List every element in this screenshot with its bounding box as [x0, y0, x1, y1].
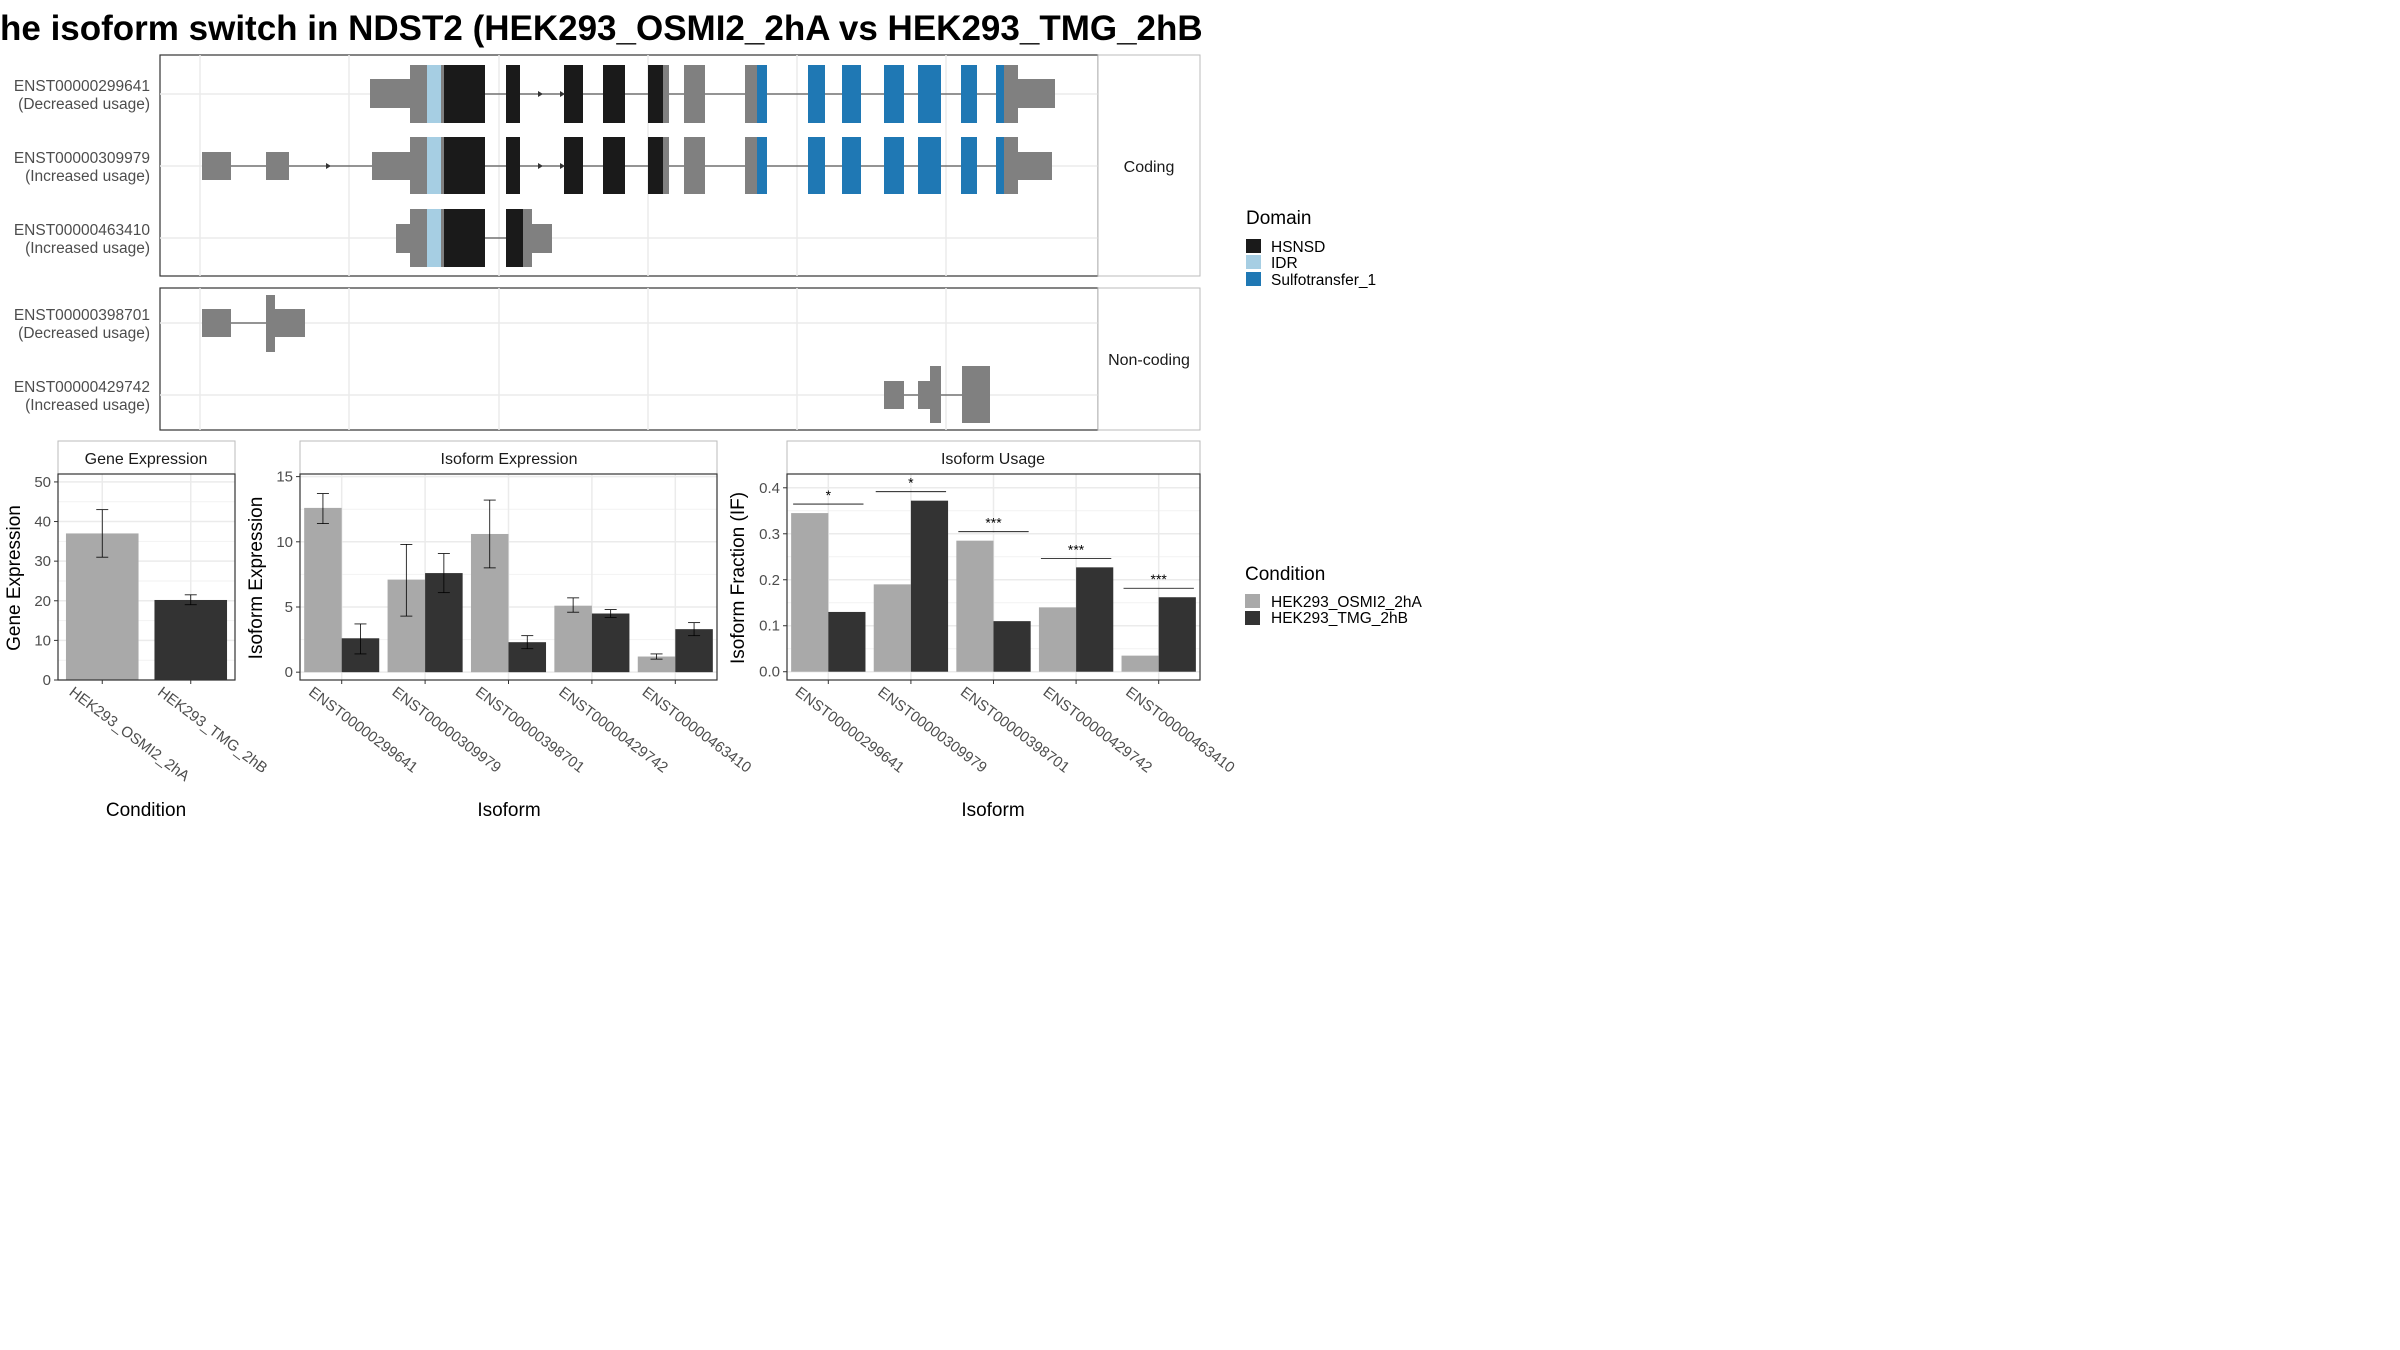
transcript-label-id: ENST00000299641 — [14, 78, 150, 95]
significance-label: *** — [985, 515, 1002, 531]
legend-swatch-sulfotransfer — [1246, 272, 1261, 286]
bar — [873, 584, 911, 672]
chart-isoform-usage: Isoform Usage Isoform Isoform Fraction (… — [728, 440, 1238, 821]
figure-title: he isoform switch in NDST2 (HEK293_OSMI2… — [0, 9, 1203, 48]
y-axis-title: Gene Expression — [4, 505, 25, 651]
y-tick-label: 0 — [43, 672, 51, 689]
y-tick-label: 0 — [285, 664, 293, 681]
strip-noncoding-label: Non-coding — [1108, 352, 1190, 369]
y-tick-label: 30 — [34, 553, 51, 570]
significance-label: * — [908, 475, 914, 491]
strip-label: Isoform Expression — [441, 451, 578, 468]
y-axis-title: Isoform Expression — [246, 497, 267, 660]
significance-label: * — [826, 487, 832, 503]
transcript-label-id: ENST00000309979 — [14, 150, 150, 167]
transcript-ENST00000463410 — [396, 209, 552, 267]
transcript-ENST00000309979 — [202, 137, 1052, 194]
transcript-panel-coding: Coding — [159, 54, 1201, 277]
bar — [956, 540, 994, 672]
strip-label: Gene Expression — [85, 451, 208, 468]
chart-isoform-expression: Isoform Expression Isoform Isoform Expre… — [246, 440, 754, 821]
legend-domain-title: Domain — [1246, 208, 1311, 229]
bar — [1121, 655, 1159, 672]
bar — [591, 613, 630, 673]
strip-label: Isoform Usage — [941, 451, 1045, 468]
y-tick-label: 5 — [285, 599, 293, 616]
bar — [675, 629, 713, 673]
bar — [154, 599, 228, 680]
bar — [1158, 597, 1196, 672]
panel-border — [57, 473, 236, 681]
legend-label-idr: IDR — [1271, 255, 1298, 272]
y-tick-label: 0.0 — [759, 664, 780, 681]
bar — [910, 500, 949, 672]
bar — [1076, 567, 1114, 672]
chart-gene-expression: Gene Expression Condition Gene Expressio… — [4, 440, 270, 821]
isoform-switch-figure: he isoform switch in NDST2 (HEK293_OSMI2… — [0, 9, 1422, 821]
y-axis-title: Isoform Fraction (IF) — [728, 492, 749, 664]
y-tick-label: 0.1 — [759, 618, 780, 635]
significance-label: *** — [1068, 541, 1085, 557]
transcript-label-id: ENST00000463410 — [14, 222, 151, 239]
transcript-label-note: (Decreased usage) — [18, 325, 150, 342]
x-axis-title: Isoform — [961, 800, 1024, 821]
y-tick-label: 20 — [34, 593, 51, 610]
x-axis-title: Isoform — [477, 800, 540, 821]
transcript-label-note: (Increased usage) — [25, 240, 150, 257]
transcript-ENST00000429742 — [884, 366, 990, 423]
legend-label-cond2: HEK293_TMG_2hB — [1271, 610, 1408, 627]
panel-noncoding-background — [159, 287, 1099, 431]
y-tick-label: 15 — [276, 469, 293, 486]
transcript-panel-noncoding: Non-coding — [159, 287, 1201, 431]
transcript-ENST00000398701 — [202, 295, 305, 352]
transcript-label-id: ENST00000398701 — [14, 307, 150, 324]
y-tick-label: 10 — [276, 534, 293, 551]
x-axis-title: Condition — [106, 800, 186, 821]
y-tick-label: 0.2 — [759, 572, 780, 589]
strip-box — [299, 440, 718, 475]
y-tick-label: 40 — [34, 514, 51, 531]
legend-domain: Domain HSNSD IDR Sulfotransfer_1 — [1246, 208, 1376, 289]
legend-swatch-idr — [1246, 255, 1261, 269]
y-tick-label: 0.4 — [759, 480, 780, 497]
transcript-label-note: (Increased usage) — [25, 168, 150, 185]
bar — [304, 507, 342, 673]
transcript-label-id: ENST00000429742 — [14, 379, 150, 396]
bar — [65, 533, 139, 680]
legend-label-hsnsd: HSNSD — [1271, 239, 1325, 256]
bar — [637, 656, 676, 673]
strip-box — [786, 440, 1201, 475]
bar — [791, 513, 829, 672]
bar — [828, 611, 866, 672]
legend-condition-title: Condition — [1245, 564, 1325, 585]
legend-swatch-hsnsd — [1246, 239, 1261, 253]
legend-label-cond1: HEK293_OSMI2_2hA — [1271, 594, 1422, 611]
strip-coding — [1097, 54, 1201, 277]
y-tick-label: 0.3 — [759, 526, 780, 543]
legend-swatch-cond1 — [1245, 594, 1260, 608]
y-tick-label: 10 — [34, 632, 51, 649]
bar — [554, 605, 592, 673]
significance-label: *** — [1151, 571, 1168, 587]
legend-swatch-cond2 — [1245, 611, 1260, 625]
legend-condition: Condition HEK293_OSMI2_2hA HEK293_TMG_2h… — [1245, 564, 1422, 627]
transcript-labels: ENST00000299641 (Decreased usage) ENST00… — [14, 78, 151, 414]
legend-label-sulfotransfer: Sulfotransfer_1 — [1271, 272, 1376, 289]
strip-box — [57, 440, 236, 475]
transcript-label-note: (Increased usage) — [25, 397, 150, 414]
transcript-ENST00000299641 — [370, 65, 1055, 123]
strip-coding-label: Coding — [1124, 159, 1175, 176]
transcript-label-note: (Decreased usage) — [18, 96, 150, 113]
strip-noncoding — [1097, 287, 1201, 431]
y-tick-label: 50 — [34, 474, 51, 491]
bar — [1038, 607, 1077, 672]
bar — [993, 621, 1031, 672]
